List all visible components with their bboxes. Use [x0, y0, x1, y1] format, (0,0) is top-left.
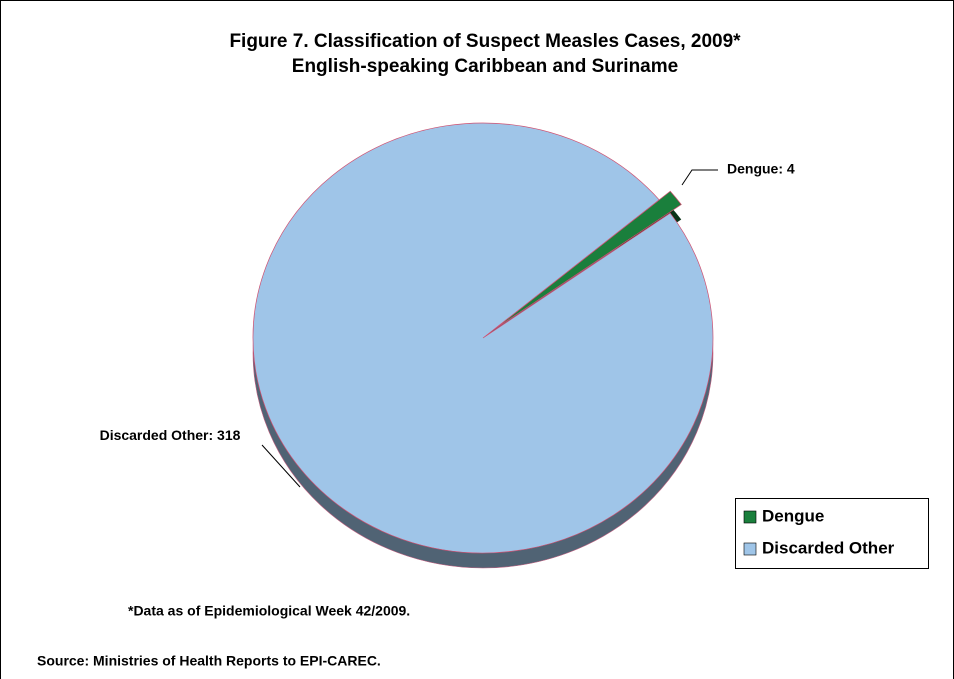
leader-line	[681, 169, 718, 186]
chart-subtitle: English-speaking Caribbean and Suriname	[292, 56, 678, 77]
legend-label: Dengue	[762, 506, 824, 525]
leader-line	[261, 444, 301, 488]
chart-title: Figure 7. Classification of Suspect Meas…	[229, 31, 741, 52]
data-label: Dengue: 4	[727, 161, 795, 177]
slice	[493, 190, 682, 330]
annotation: *Data as of Epidemiological Week 42/2009…	[128, 603, 410, 619]
legend	[735, 498, 929, 569]
legend-swatch	[743, 510, 757, 524]
pie	[252, 122, 714, 569]
annotation: Source: Ministries of Health Reports to …	[37, 653, 381, 669]
legend-label: Discarded Other	[762, 538, 895, 557]
legend-swatch	[743, 542, 757, 556]
slice	[252, 122, 714, 554]
data-label: Discarded Other: 318	[99, 427, 241, 443]
